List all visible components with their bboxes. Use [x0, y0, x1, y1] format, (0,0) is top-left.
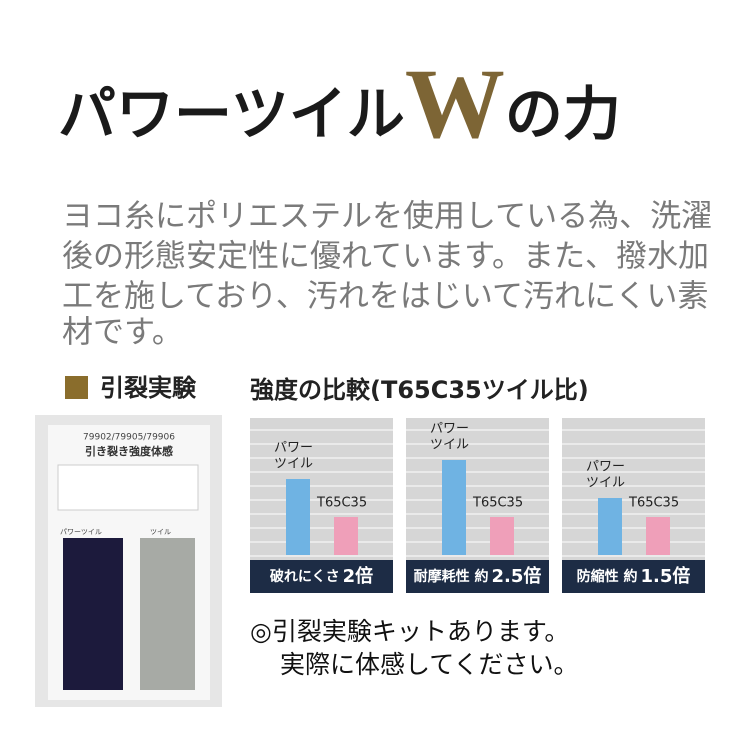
caption-bg — [250, 560, 393, 593]
bar-label: ツイル — [274, 457, 313, 472]
chart-title: 強度の比較(T65C35ツイル比) — [250, 376, 589, 404]
caption-bg — [562, 560, 705, 593]
caption-value: 2倍 — [343, 565, 374, 587]
title: パワーツイルWの力 — [58, 48, 621, 159]
caption-value: 2.5倍 — [491, 565, 541, 587]
bar — [286, 479, 310, 555]
caption: 破れにくさ 2倍 — [270, 565, 373, 587]
bar-label: パワー — [274, 441, 313, 456]
bar-label: T65C35 — [628, 496, 679, 511]
bar-label: パワー — [586, 460, 625, 475]
bar-label: ツイル — [430, 438, 469, 453]
section-label: 引裂実験 — [100, 374, 197, 402]
bar-label: T65C35 — [316, 496, 367, 511]
photo-left-label: パワーツイル — [60, 528, 102, 536]
panel-bg — [562, 418, 705, 560]
caption-value: 1.5倍 — [640, 565, 690, 587]
description-line: ヨコ糸にポリエステルを使用している為、洗濯 — [62, 199, 712, 235]
description-line: 後の形態安定性に優れています。また、撥水加 — [62, 239, 709, 275]
note-line: 実際に体感してください。 — [280, 650, 579, 679]
caption-label: 防縮性 約 — [577, 568, 638, 585]
panel-bg — [406, 418, 549, 560]
title-end: の力 — [505, 80, 621, 148]
bar-label: T65C35 — [472, 496, 523, 511]
description-line: 工を施しており、汚れをはじいて汚れにくい素 — [62, 279, 708, 315]
caption-label: 耐摩耗性 約 — [414, 568, 489, 585]
note-line: ◎引裂実験キットあります。 — [250, 617, 569, 646]
caption: 防縮性 約 1.5倍 — [577, 565, 691, 587]
caption: 耐摩耗性 約 2.5倍 — [414, 565, 542, 587]
section-marker — [65, 376, 88, 399]
bar — [442, 460, 466, 555]
photo-right-label: ツイル — [150, 528, 171, 536]
photo-info — [57, 464, 199, 511]
bar — [490, 517, 514, 555]
bar-label: ツイル — [586, 476, 625, 491]
description-line: 材です。 — [62, 315, 183, 351]
bar-label: パワー — [430, 422, 469, 437]
bar — [334, 517, 358, 555]
caption-bg — [406, 560, 549, 593]
panel-bg — [250, 418, 393, 560]
photo-heading: 引き裂き強度体感 — [85, 444, 173, 458]
bar — [646, 517, 670, 555]
title-main: パワーツイル — [58, 80, 405, 148]
photo-codes: 79902/79905/79906 — [83, 433, 175, 443]
fabric-twill — [140, 538, 195, 690]
title-w: W — [405, 48, 505, 159]
fabric-power — [63, 538, 123, 690]
caption-label: 破れにくさ — [270, 568, 340, 585]
bar — [598, 498, 622, 555]
